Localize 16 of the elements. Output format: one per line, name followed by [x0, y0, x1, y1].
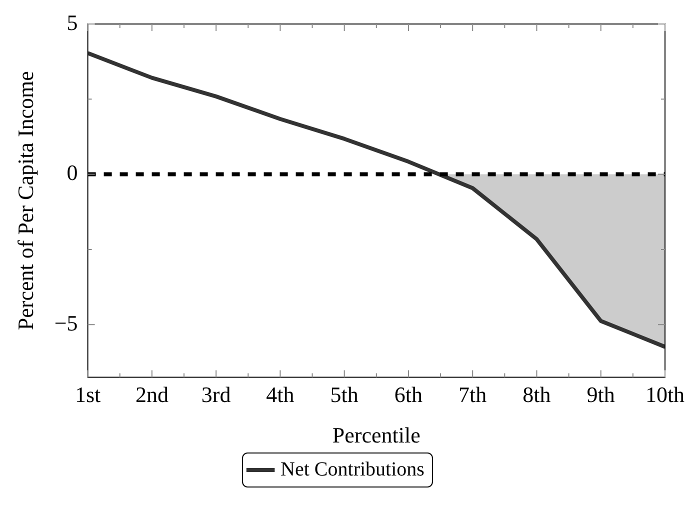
- x-tick-label: 6th: [394, 382, 423, 408]
- x-tick-label: 1st: [74, 382, 101, 408]
- x-tick-label: 8th: [522, 382, 551, 408]
- y-axis-title: Percent of Per Capita Income: [12, 71, 38, 330]
- y-tick-label: −5: [54, 310, 78, 336]
- x-tick-label: 5th: [330, 382, 358, 408]
- legend-label: Net Contributions: [280, 458, 425, 480]
- x-axis-title: Percentile: [332, 422, 420, 448]
- x-tick-label: 10th: [645, 382, 685, 408]
- x-tick-label: 9th: [586, 382, 615, 408]
- x-tick-label: 2nd: [135, 382, 168, 408]
- x-tick-label: 7th: [458, 382, 487, 408]
- y-tick-label: 5: [66, 10, 78, 35]
- x-tick-label: 4th: [266, 382, 294, 408]
- x-tick-label: 3rd: [201, 382, 231, 408]
- y-tick-label: 0: [66, 160, 78, 186]
